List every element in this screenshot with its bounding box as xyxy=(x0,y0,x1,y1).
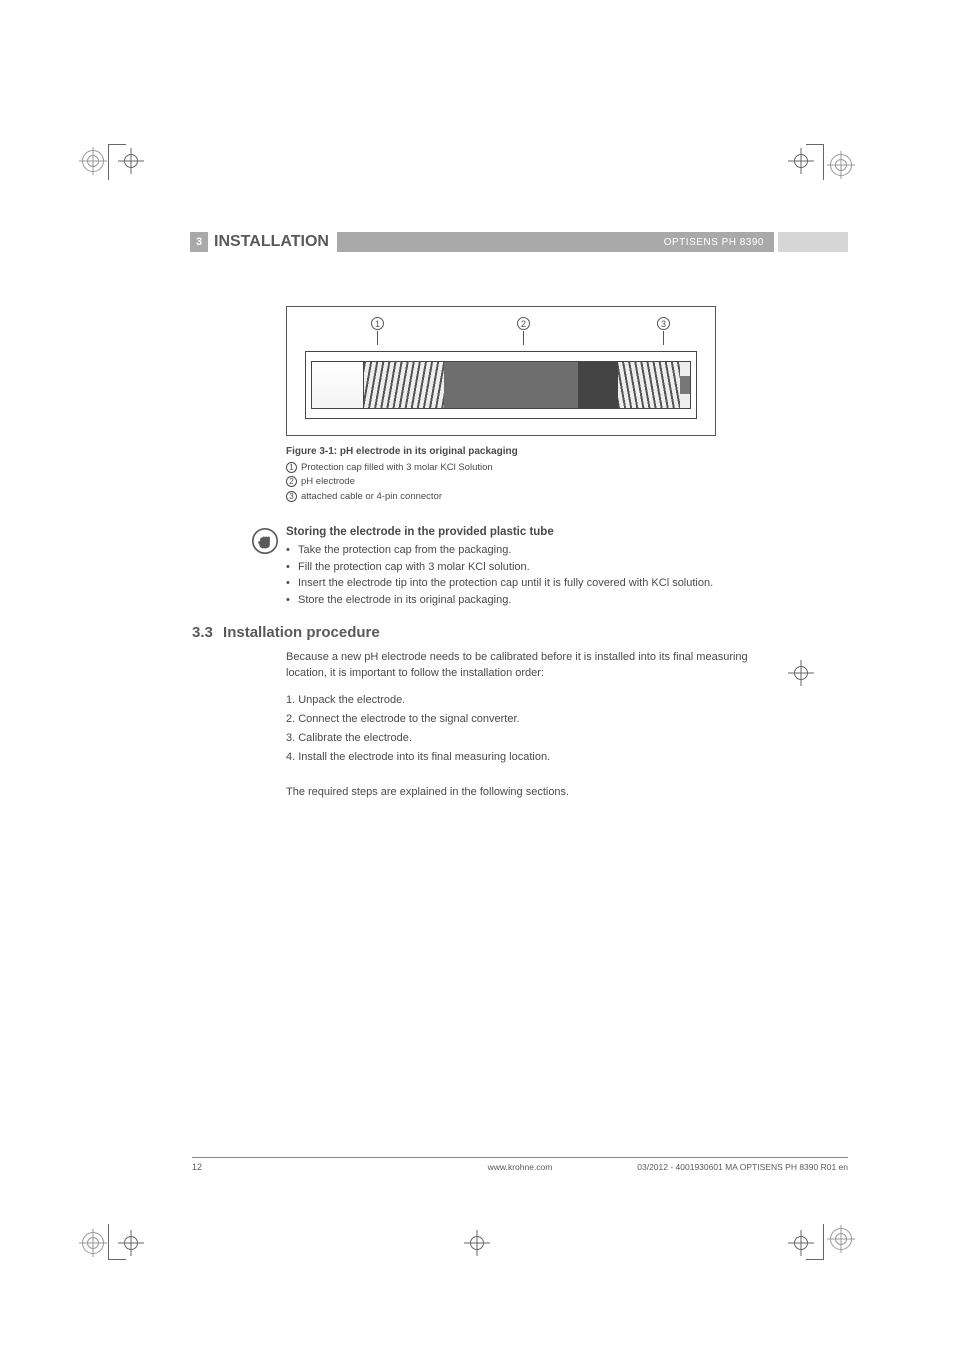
crop-mark-icon xyxy=(108,144,126,180)
crop-mark-icon xyxy=(108,1224,126,1260)
figure-callout-3: 3 xyxy=(657,317,670,330)
note-item: Insert the electrode tip into the protec… xyxy=(286,575,754,592)
legend-item: 2pH electrode xyxy=(286,475,716,489)
header-bar: OPTISENS PH 8390 xyxy=(337,232,774,252)
section-number: 3.3 xyxy=(192,624,213,641)
note-item: Take the protection cap from the packagi… xyxy=(286,542,754,559)
product-name: OPTISENS PH 8390 xyxy=(664,237,764,248)
page-header: 3 INSTALLATION OPTISENS PH 8390 xyxy=(190,232,848,252)
step-item: 2. Connect the electrode to the signal c… xyxy=(286,713,754,725)
section-intro: Because a new pH electrode needs to be c… xyxy=(286,650,754,682)
figure-frame: 1 2 3 xyxy=(286,306,716,436)
electrode-illustration xyxy=(305,351,697,419)
header-bar-tail xyxy=(778,232,848,252)
footer-url: www.krohne.com xyxy=(192,1162,848,1172)
step-item: 1. Unpack the electrode. xyxy=(286,694,754,706)
registration-mark-icon xyxy=(82,150,104,172)
section-title: Installation procedure xyxy=(223,624,380,641)
note-hand-icon xyxy=(252,528,278,554)
registration-mark-icon xyxy=(830,1228,852,1250)
crop-mark-icon xyxy=(806,1224,824,1260)
registration-mark-icon xyxy=(830,154,852,176)
chapter-number-badge: 3 xyxy=(190,232,208,252)
page: 3 INSTALLATION OPTISENS PH 8390 1 2 3 xyxy=(0,0,954,1350)
legend-item: 1Protection cap filled with 3 molar KCl … xyxy=(286,461,716,475)
section-closing: The required steps are explained in the … xyxy=(286,786,754,798)
legend-text: attached cable or 4-pin connector xyxy=(301,491,442,502)
legend-text: pH electrode xyxy=(301,476,355,487)
step-item: 4. Install the electrode into its final … xyxy=(286,751,754,763)
note-item: Fill the protection cap with 3 molar KCl… xyxy=(286,559,754,576)
legend-item: 3attached cable or 4-pin connector xyxy=(286,490,716,504)
legend-text: Protection cap filled with 3 molar KCl S… xyxy=(301,462,493,473)
crop-mark-icon xyxy=(806,144,824,180)
note-title: Storing the electrode in the provided pl… xyxy=(286,526,754,538)
note-list: Take the protection cap from the packagi… xyxy=(286,542,754,608)
note-item: Store the electrode in its original pack… xyxy=(286,592,754,609)
crosshair-icon xyxy=(464,1230,490,1256)
step-item: 3. Calibrate the electrode. xyxy=(286,732,754,744)
figure-callout-2: 2 xyxy=(517,317,530,330)
section-heading: 3.3 Installation procedure xyxy=(192,624,380,641)
storage-note: Storing the electrode in the provided pl… xyxy=(286,526,754,608)
page-footer: 12 www.krohne.com 03/2012 - 4001930601 M… xyxy=(192,1157,848,1172)
crosshair-icon xyxy=(788,660,814,686)
figure-caption: Figure 3-1: pH electrode in its original… xyxy=(286,446,716,457)
chapter-title: INSTALLATION xyxy=(208,232,337,252)
registration-mark-icon xyxy=(82,1232,104,1254)
figure-callout-1: 1 xyxy=(371,317,384,330)
installation-steps: 1. Unpack the electrode. 2. Connect the … xyxy=(286,694,754,770)
figure-3-1: 1 2 3 Figure 3-1: pH electrode in its or… xyxy=(286,306,716,504)
figure-legend: 1Protection cap filled with 3 molar KCl … xyxy=(286,461,716,504)
